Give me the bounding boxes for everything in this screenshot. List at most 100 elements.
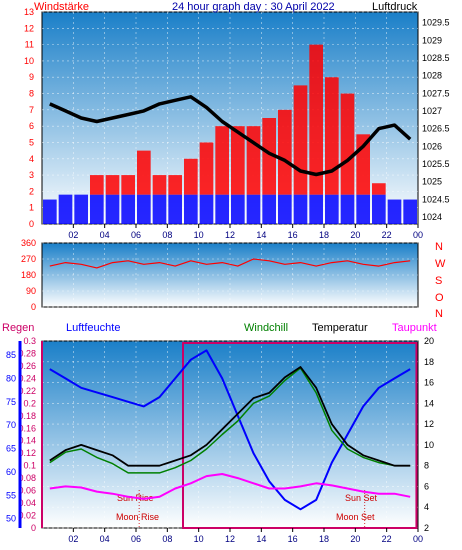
x-tick-label: 16 — [288, 230, 298, 240]
rain-tick-label: 0.3 — [23, 336, 36, 346]
wind-average-bar — [246, 194, 261, 224]
wind-tick-label: 3 — [29, 170, 34, 180]
windchill-line — [49, 367, 411, 474]
chart-title: 24 hour graph day : 30 April 2022 — [172, 1, 335, 13]
wind-tick-label: 4 — [29, 154, 34, 164]
pressure-line — [49, 95, 412, 177]
temperature-tick-label: 6 — [424, 481, 429, 491]
wind-gust-bar — [372, 183, 386, 195]
wind-gust-bar — [262, 118, 276, 195]
wind-gust-bar — [231, 126, 245, 195]
x-tick-label: 22 — [382, 230, 392, 240]
rain-tick-label: 0.08 — [18, 473, 36, 483]
pressure-tick-label: 1025.5 — [422, 159, 450, 169]
wind-average-bar — [105, 194, 120, 224]
humidity-tick-label: 55 — [6, 490, 16, 500]
x-tick-label: 22 — [382, 534, 392, 544]
wind-average-bar — [184, 194, 198, 224]
legend-temperatur: Temperatur — [312, 322, 368, 334]
wind-gust-bar — [246, 126, 261, 195]
pressure-tick-label: 1025 — [422, 177, 442, 187]
temperature-tick-label: 20 — [424, 336, 434, 346]
x-tick-label: 16 — [288, 534, 298, 544]
wind-tick-label: 12 — [24, 23, 34, 33]
pressure-tick-label: 1028.5 — [422, 53, 450, 63]
x-tick-label: 08 — [162, 534, 172, 544]
temperature-tick-label: 4 — [424, 502, 429, 512]
wind-average-bar — [74, 194, 88, 224]
wind-gust-bar — [137, 150, 151, 195]
x-tick-label: 08 — [162, 230, 172, 240]
pressure-tick-label: 1024 — [422, 212, 442, 222]
humidity-tick-label: 75 — [6, 397, 16, 407]
x-tick-label: 06 — [131, 534, 141, 544]
wind-gust-bar — [168, 175, 182, 195]
temperature-tick-label: 18 — [424, 357, 434, 367]
wind-tick-label: 10 — [24, 56, 34, 66]
rain-tick-label: 0.18 — [18, 411, 36, 421]
rain-tick-label: 0.16 — [18, 423, 36, 433]
x-tick-label: 02 — [68, 534, 78, 544]
temperature-line — [49, 366, 411, 467]
compass-label-s: S — [435, 275, 442, 287]
x-tick-label: 02 — [68, 230, 78, 240]
wind-gust-bar — [325, 77, 339, 195]
wind-average-bar — [137, 194, 151, 224]
x-tick-label: 12 — [225, 230, 235, 240]
pressure-tick-label: 1024.5 — [422, 194, 450, 204]
x-tick-label: 14 — [256, 534, 266, 544]
pressure-tick-label: 1029 — [422, 35, 442, 45]
wind-gust-bar — [105, 175, 120, 195]
x-tick-label: 18 — [319, 534, 329, 544]
wind-tick-label: 0 — [29, 219, 34, 229]
wind-gust-bar — [278, 109, 292, 195]
wind-average-bar — [231, 194, 245, 224]
humidity-tick-label: 80 — [6, 373, 16, 383]
temperature-tick-label: 14 — [424, 398, 434, 408]
wind-gust-bar — [293, 85, 308, 195]
wind-tick-label: 7 — [29, 105, 34, 115]
x-tick-label: 00 — [413, 230, 423, 240]
rain-tick-label: 0 — [31, 523, 36, 533]
humidity-tick-label: 50 — [6, 514, 16, 524]
wind-average-bar — [215, 194, 229, 224]
legend-taupunkt: Taupunkt — [392, 322, 437, 334]
wind-average-bar — [309, 194, 323, 224]
direction-tick-label: 360 — [21, 238, 36, 248]
wind-gust-bar — [90, 175, 104, 195]
legend-windchill: Windchill — [244, 322, 288, 334]
wind-average-bar — [387, 199, 402, 224]
legend-luftfeuchte: Luftfeuchte — [66, 322, 120, 334]
humidity-tick-label: 60 — [6, 467, 16, 477]
compass-label-o: O — [435, 292, 444, 304]
wind-tick-label: 9 — [29, 72, 34, 82]
pressure-axis-title: Luftdruck — [372, 1, 418, 13]
legend-regen: Regen — [2, 322, 34, 334]
wind-average-bar — [90, 194, 104, 224]
daylight-marker-box — [182, 342, 418, 529]
rain-tick-label: 0.02 — [18, 511, 36, 521]
rain-tick-label: 0.06 — [18, 486, 36, 496]
rain-tick-label: 0.2 — [23, 398, 36, 408]
humidity-tick-label: 70 — [6, 420, 16, 430]
wind-average-bar — [43, 199, 57, 224]
compass-label-n-bottom: N — [435, 308, 443, 320]
wind-gust-bar — [309, 44, 323, 195]
wind-tick-label: 13 — [24, 7, 34, 17]
wind-average-bar — [152, 194, 167, 224]
direction-tick-label: 0 — [31, 302, 36, 312]
rain-tick-label: 0.04 — [18, 498, 36, 508]
wind-average-bar — [199, 194, 214, 224]
wind-average-bar — [325, 194, 339, 224]
pressure-tick-label: 1026.5 — [422, 124, 450, 134]
x-tick-label: 04 — [100, 534, 110, 544]
rain-tick-label: 0.14 — [18, 436, 36, 446]
pressure-tick-label: 1027 — [422, 106, 442, 116]
wind-gust-bar — [152, 175, 167, 195]
pressure-tick-label: 1028 — [422, 71, 442, 81]
dewpoint-line — [49, 473, 411, 500]
wind-direction-line — [49, 258, 411, 269]
wind-average-bar — [168, 194, 182, 224]
compass-label-n-top: N — [435, 241, 443, 253]
